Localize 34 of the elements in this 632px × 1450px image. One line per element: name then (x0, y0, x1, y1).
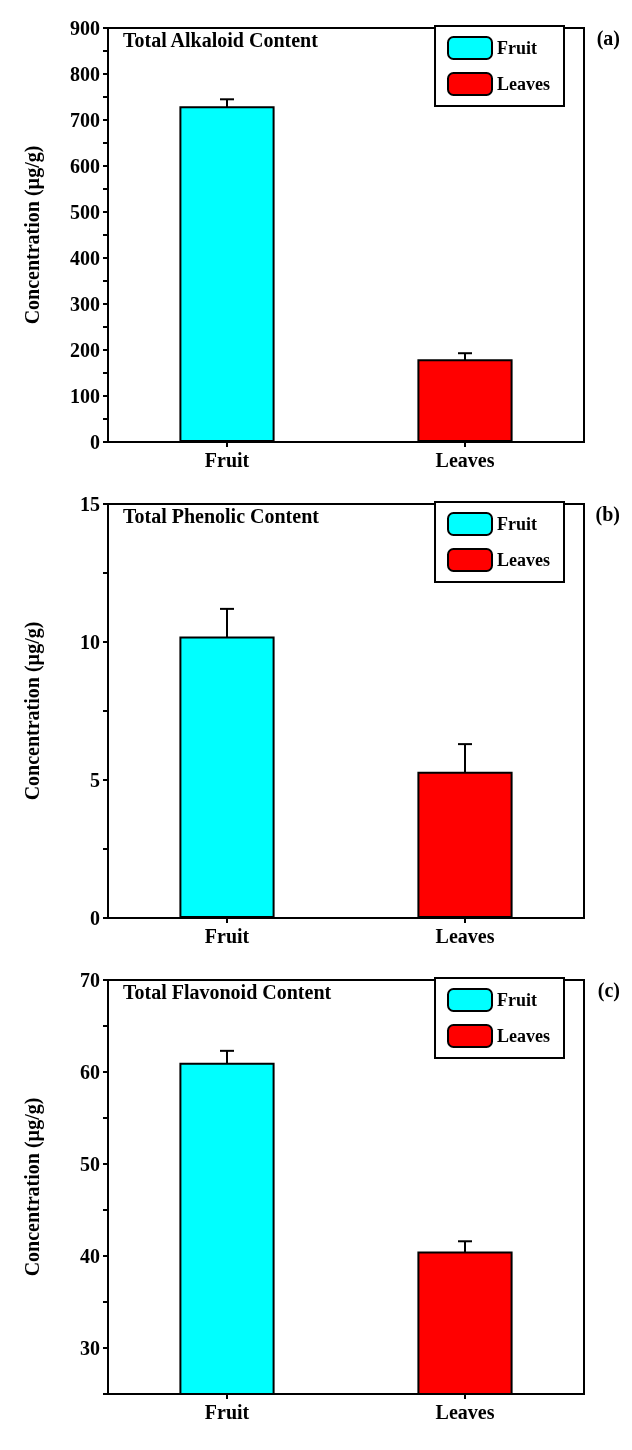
text: (c) (597, 979, 621, 1002)
text: (a) (596, 27, 621, 50)
y-tick-label: 200 (70, 339, 100, 361)
y-tick-label: 10 (80, 631, 100, 653)
y-tick-label: 70 (80, 969, 100, 991)
y-tick-label: 50 (80, 1153, 100, 1175)
y-tick-label: 900 (70, 17, 100, 39)
y-tick-label: 400 (70, 247, 100, 269)
y-tick-label: 700 (70, 109, 100, 131)
y-axis-title: Concentration (µg/g) (21, 145, 44, 325)
y-tick-label: 500 (70, 201, 100, 223)
y-tick-label: 0 (90, 431, 100, 453)
legend-label: Fruit (497, 990, 538, 1010)
legend-label: Leaves (497, 550, 551, 570)
legend-label: Leaves (497, 1026, 551, 1046)
y-tick-label: 5 (90, 769, 100, 791)
legend-label: Leaves (497, 74, 551, 94)
y-tick-label: 0 (90, 907, 100, 929)
y-tick-label: 300 (70, 293, 100, 315)
legend-label: Fruit (497, 38, 538, 58)
chart-title: Total Alkaloid Content (123, 29, 319, 51)
chart-title: Total Phenolic Content (123, 505, 320, 527)
y-tick-label: 40 (80, 1245, 100, 1267)
y-tick-label: 100 (70, 385, 100, 407)
chart-title: Total Flavonoid Content (123, 981, 332, 1003)
text: (b) (595, 503, 621, 526)
y-axis-title: Concentration (µg/g) (21, 1097, 44, 1277)
y-tick-label: 600 (70, 155, 100, 177)
y-tick-label: 15 (80, 493, 100, 515)
y-tick-label: 60 (80, 1061, 100, 1083)
y-tick-label: 800 (70, 63, 100, 85)
y-tick-label: 30 (80, 1337, 100, 1359)
y-axis-title: Concentration (µg/g) (21, 621, 44, 801)
legend-label: Fruit (497, 514, 538, 534)
